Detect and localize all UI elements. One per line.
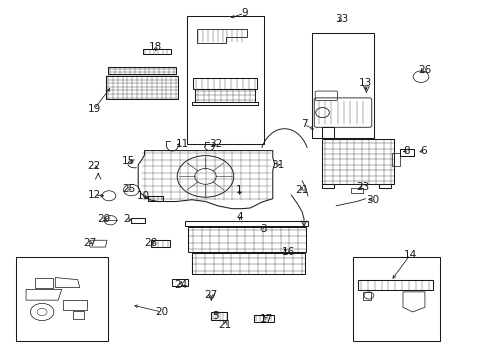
Bar	[321, 127, 333, 138]
Bar	[108, 67, 176, 74]
Bar	[143, 49, 171, 54]
Text: 15: 15	[122, 156, 135, 166]
Text: 33: 33	[335, 14, 348, 24]
Text: 20: 20	[155, 307, 168, 317]
Text: 12: 12	[87, 190, 101, 200]
Bar	[211, 312, 226, 320]
Bar	[16, 257, 108, 341]
Text: 21: 21	[295, 185, 308, 195]
Text: 29: 29	[97, 215, 110, 224]
Bar	[105, 76, 177, 99]
Text: 32: 32	[209, 139, 223, 149]
Text: 23: 23	[355, 182, 368, 192]
Bar	[188, 226, 306, 252]
Text: 24: 24	[174, 280, 187, 290]
Bar	[131, 218, 145, 223]
Text: 7: 7	[300, 120, 306, 129]
Text: 31: 31	[270, 160, 284, 170]
Text: 11: 11	[175, 139, 188, 149]
Text: 3: 3	[259, 225, 266, 234]
Text: 16: 16	[281, 247, 294, 257]
Bar	[321, 139, 393, 184]
Text: 22: 22	[87, 161, 101, 171]
Bar	[378, 184, 390, 188]
Text: 9: 9	[241, 8, 247, 18]
Bar	[151, 239, 170, 247]
Text: 27: 27	[204, 291, 218, 301]
Bar	[184, 221, 307, 226]
Text: 2: 2	[123, 215, 129, 224]
Bar	[148, 197, 162, 201]
Text: 28: 28	[144, 238, 157, 248]
Text: 13: 13	[358, 78, 371, 88]
Text: 27: 27	[83, 238, 96, 248]
Bar	[311, 33, 373, 138]
Text: 17: 17	[259, 314, 272, 324]
Bar	[321, 184, 333, 188]
Bar	[399, 149, 413, 156]
Text: 26: 26	[417, 64, 430, 75]
Bar	[193, 78, 256, 89]
Text: 19: 19	[87, 104, 101, 114]
Text: 14: 14	[403, 249, 416, 260]
Bar	[191, 253, 305, 274]
Bar	[194, 89, 255, 102]
Bar	[357, 280, 432, 291]
Bar	[352, 257, 439, 341]
Text: 5: 5	[211, 311, 218, 320]
Text: 21: 21	[218, 320, 231, 330]
Bar	[186, 16, 264, 144]
Bar	[254, 315, 273, 321]
Text: 30: 30	[365, 195, 378, 205]
Bar	[191, 102, 258, 105]
Bar	[172, 279, 187, 286]
Text: 8: 8	[402, 145, 409, 156]
Text: 1: 1	[236, 185, 243, 195]
Text: 6: 6	[420, 145, 427, 156]
Text: 25: 25	[122, 184, 135, 194]
Text: 18: 18	[149, 42, 162, 51]
Text: 10: 10	[136, 191, 149, 201]
Text: 4: 4	[236, 212, 243, 221]
